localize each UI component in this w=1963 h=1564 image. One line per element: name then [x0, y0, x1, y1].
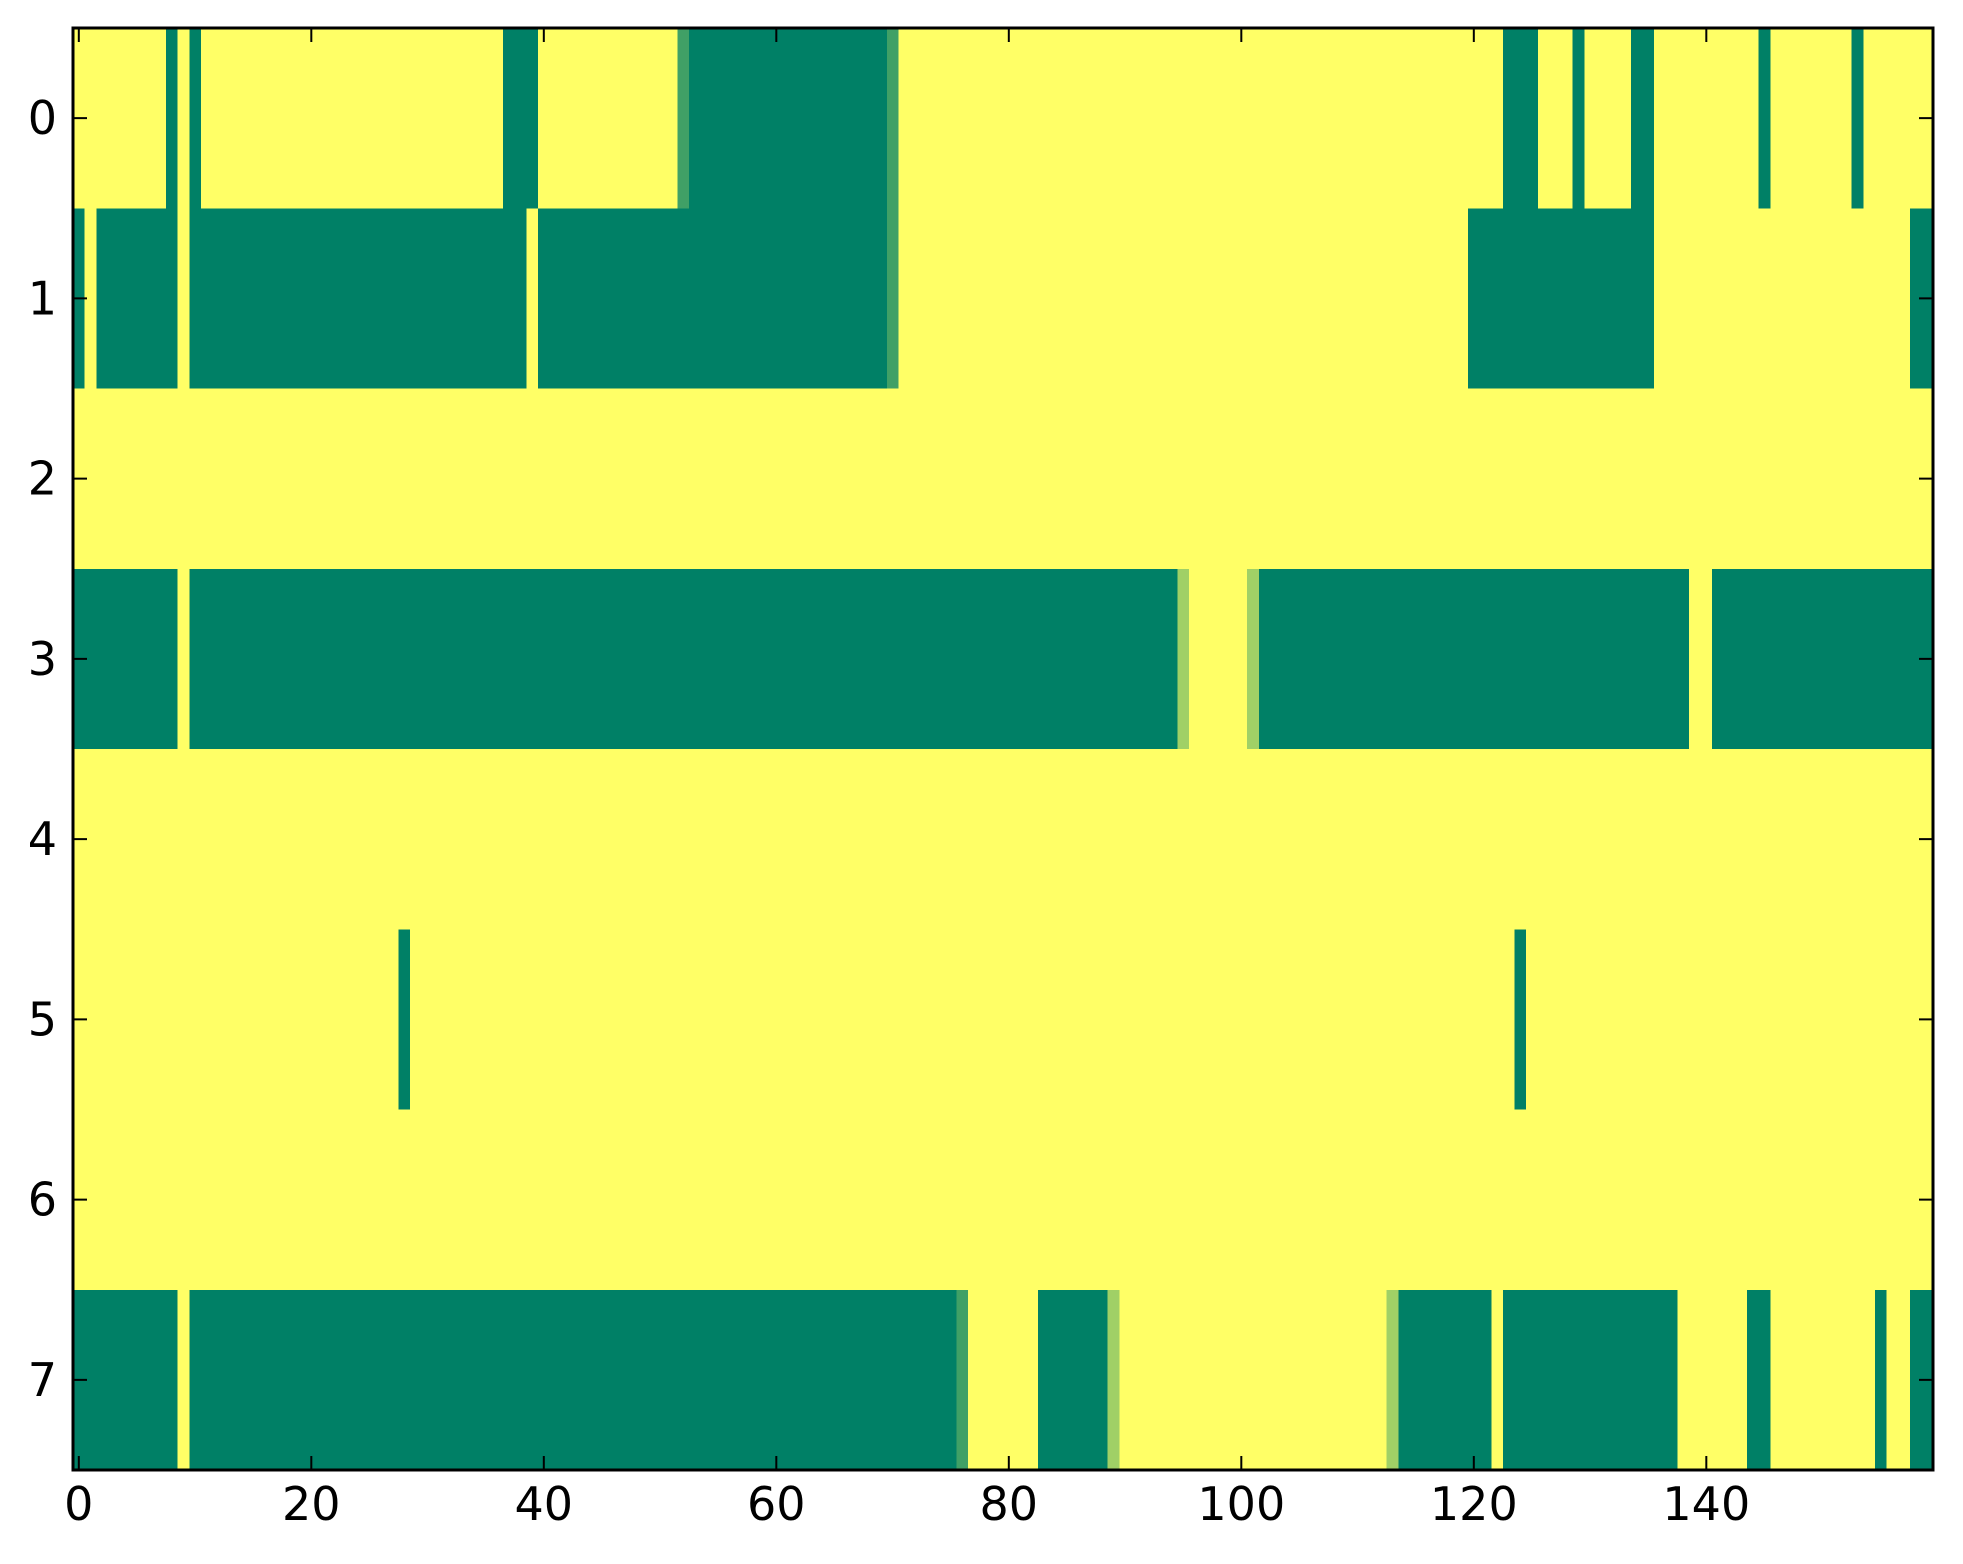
plot-frame — [71, 26, 1935, 1472]
heatmap-cell-row-0 — [689, 28, 887, 209]
x-tick-label: 60 — [747, 1477, 806, 1531]
heatmap-cell-row-1 — [886, 208, 899, 389]
heatmap-cell-row-3 — [73, 568, 178, 749]
heatmap-cells — [73, 28, 1934, 1470]
y-tick-label: 6 — [28, 1173, 57, 1227]
x-tick-label: 120 — [1430, 1477, 1518, 1531]
x-tick-labels: 0 20 40 60 80 100 120 140 — [64, 1477, 1750, 1531]
heatmap-cell-row-7 — [1874, 1289, 1887, 1470]
y-tick-label: 0 — [28, 91, 57, 145]
heatmap-cell-row-7 — [1747, 1289, 1771, 1470]
heatmap-cell-row-0 — [189, 28, 201, 209]
heatmap-cell-row-3 — [189, 568, 1178, 749]
heatmap-cell-row-3 — [1177, 568, 1190, 749]
heatmap-cell-row-7 — [1398, 1289, 1492, 1470]
heatmap-cell-row-3 — [1712, 568, 1934, 749]
heatmap-cell-row-0 — [503, 28, 539, 209]
heatmap-cell-row-1 — [538, 208, 887, 389]
heatmap-cell-row-0 — [677, 28, 690, 209]
heatmap-cell-row-0 — [1630, 28, 1654, 209]
heatmap-cell-row-3 — [1258, 568, 1689, 749]
heatmap-cell-row-5 — [398, 929, 411, 1110]
x-tick-label: 0 — [64, 1477, 93, 1531]
heatmap-cell-row-0 — [166, 28, 178, 209]
heatmap-cell-row-7 — [1107, 1289, 1120, 1470]
heatmap-cell-row-0 — [1851, 28, 1864, 209]
heatmap-cell-row-7 — [956, 1289, 969, 1470]
x-tick-label: 140 — [1662, 1477, 1750, 1531]
axis-ticks — [73, 28, 1933, 1470]
heatmap-cell-row-1 — [96, 208, 178, 389]
y-tick-label: 1 — [28, 271, 57, 325]
y-tick-labels: 0 1 2 3 4 5 6 7 — [28, 91, 57, 1407]
y-tick-label: 4 — [28, 812, 57, 866]
heatmap-cell-row-3 — [1247, 568, 1259, 749]
heatmap-cell-row-1 — [189, 208, 527, 389]
heatmap-cell-row-7 — [1386, 1289, 1399, 1470]
x-tick-label: 80 — [980, 1477, 1039, 1531]
y-tick-label: 2 — [28, 452, 57, 506]
y-tick-label: 7 — [28, 1353, 57, 1407]
heatmap-cell-row-1 — [1468, 208, 1654, 389]
x-tick-label: 20 — [282, 1477, 341, 1531]
x-tick-label: 100 — [1197, 1477, 1285, 1531]
heatmap-cell-row-0 — [1758, 28, 1771, 209]
x-tick-label: 40 — [515, 1477, 574, 1531]
heatmap-cell-row-7 — [1502, 1289, 1678, 1470]
heatmap-cell-row-7 — [189, 1289, 957, 1470]
heatmap-cell-row-7 — [73, 1289, 178, 1470]
y-tick-label: 5 — [28, 992, 57, 1046]
heatmap-cell-row-0 — [1572, 28, 1585, 209]
heatmap-cell-row-7 — [1037, 1289, 1108, 1470]
heatmap-cell-row-0 — [886, 28, 899, 209]
y-tick-label: 3 — [28, 632, 57, 686]
heatmap-cell-row-5 — [1514, 929, 1527, 1110]
heatmap-cell-row-0 — [1502, 28, 1538, 209]
